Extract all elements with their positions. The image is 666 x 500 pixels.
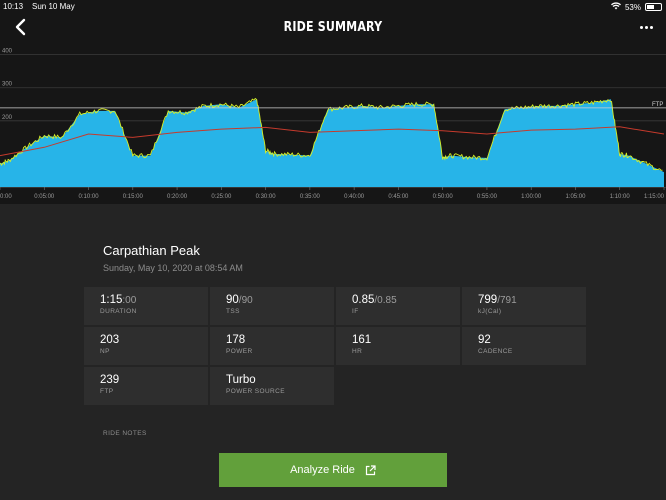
- y-tick-label: 400: [2, 49, 13, 55]
- external-link-icon: [365, 464, 376, 476]
- status-bar: 10:13 Sun 10 May 53%: [0, 0, 666, 13]
- battery-level: [647, 5, 655, 9]
- x-tick-label: 1:10:00: [610, 194, 631, 200]
- chevron-left-icon[interactable]: [12, 17, 32, 37]
- y-tick-label: 200: [2, 115, 13, 121]
- ride-date: Sunday, May 10, 2020 at 08:54 AM: [103, 263, 243, 273]
- stat-value: Turbo: [226, 374, 256, 386]
- stat-value: 1:15:00: [100, 294, 137, 306]
- stat-ftp: 239 FTP: [84, 367, 208, 405]
- x-tick-label: 0:40:00: [344, 194, 365, 200]
- stat-label: HR: [352, 348, 363, 355]
- stat-tss: 90/90 TSS: [210, 287, 334, 325]
- stat-cadence: 92 CADENCE: [462, 327, 586, 365]
- stat-value: 90/90: [226, 294, 253, 306]
- stat-value: 799/791: [478, 294, 517, 306]
- stat-hr: 161 HR: [336, 327, 460, 365]
- stat-power-source: Turbo POWER SOURCE: [210, 367, 334, 405]
- stat-if: 0.85/0.85 IF: [336, 287, 460, 325]
- stat-duration: 1:15:00 DURATION: [84, 287, 208, 325]
- stat-power: 178 POWER: [210, 327, 334, 365]
- stat-label: TSS: [226, 308, 240, 315]
- stat-label: NP: [100, 348, 110, 355]
- x-tick-label: 0:00: [0, 194, 12, 200]
- stat-label: CADENCE: [478, 348, 513, 355]
- stat-label: POWER SOURCE: [226, 388, 285, 395]
- status-date: Sun 10 May: [32, 2, 75, 11]
- power-trace-line: [0, 97, 663, 171]
- stat-label: IF: [352, 308, 359, 315]
- average-power-line: [0, 126, 665, 157]
- x-tick-label: 0:05:00: [34, 194, 55, 200]
- stat-kj: 799/791 kJ(Cal): [462, 287, 586, 325]
- stat-value: 239: [100, 374, 120, 386]
- status-right: 53%: [610, 2, 662, 12]
- x-tick-label: 0:35:00: [300, 194, 321, 200]
- x-tick-label: 0:45:00: [388, 194, 409, 200]
- analyze-ride-label: Analyze Ride: [290, 464, 355, 476]
- battery-percent: 53%: [624, 2, 641, 12]
- stat-label: kJ(Cal): [478, 308, 502, 315]
- ftp-label: FTP: [652, 102, 663, 108]
- ride-name: Carpathian Peak: [103, 243, 200, 258]
- x-tick-label: 0:55:00: [477, 194, 498, 200]
- x-tick-label: 1:00:00: [521, 194, 542, 200]
- stat-value: 0.85/0.85: [352, 294, 397, 306]
- x-tick-label: 0:30:00: [256, 194, 277, 200]
- y-tick-label: 300: [2, 82, 13, 88]
- stat-value: 92: [478, 334, 491, 346]
- stats-grid: 1:15:00 DURATION 90/90 TSS 0.85/0.85 IF 799…: [84, 287, 586, 405]
- page-title: RIDE SUMMARY: [283, 20, 383, 35]
- power-chart-svg: 400 300 200 FTP 0:00 0:05:00 0:10:00 0:15:00 0:2…: [0, 49, 666, 200]
- battery-icon: [645, 3, 662, 11]
- power-chart: 400 300 200 FTP 0:00 0:05:00 0:10:00 0:15:00 0:2…: [0, 44, 666, 204]
- x-tick-label: 0:25:00: [211, 194, 232, 200]
- x-tick-label: 0:50:00: [433, 194, 454, 200]
- stat-label: DURATION: [100, 308, 137, 315]
- stat-value: 203: [100, 334, 120, 346]
- x-tick-label: 0:15:00: [123, 194, 144, 200]
- power-area: [0, 99, 664, 187]
- nav-bar: RIDE SUMMARY: [0, 13, 666, 44]
- stat-value: 161: [352, 334, 372, 346]
- x-tick-label: 1:15:00: [644, 194, 665, 200]
- stat-value: 178: [226, 334, 246, 346]
- stat-empty: [336, 367, 586, 405]
- more-dots-icon[interactable]: [638, 19, 654, 35]
- wifi-icon: [610, 2, 621, 12]
- x-tick-label: 0:10:00: [79, 194, 100, 200]
- analyze-ride-button[interactable]: Analyze Ride: [219, 453, 447, 487]
- x-tick-label: 1:05:00: [565, 194, 586, 200]
- stat-label: FTP: [100, 388, 114, 395]
- ride-notes-label: RIDE NOTES: [103, 430, 147, 437]
- stat-np: 203 NP: [84, 327, 208, 365]
- stat-label: POWER: [226, 348, 253, 355]
- x-tick-label: 0:20:00: [167, 194, 188, 200]
- status-time: 10:13: [3, 2, 24, 11]
